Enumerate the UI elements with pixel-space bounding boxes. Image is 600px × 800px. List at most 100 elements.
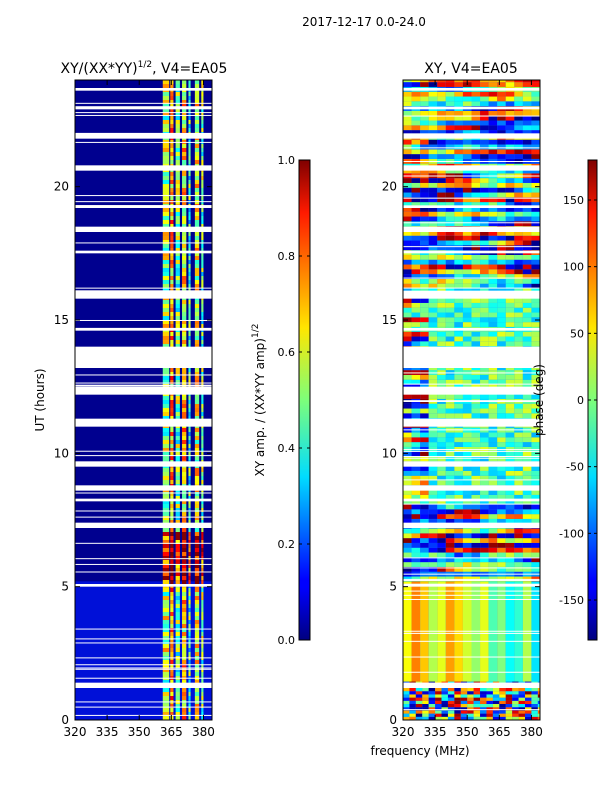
left-cell-1119 xyxy=(201,80,204,84)
left-cell-50 xyxy=(170,688,174,692)
right-cell-1108 xyxy=(505,331,515,337)
left-cell-488 xyxy=(194,440,200,444)
left-cell-651 xyxy=(162,344,170,348)
right-cell-1646 xyxy=(454,168,463,174)
left-cell-328 xyxy=(201,532,204,536)
right-thin-gap-2 xyxy=(403,457,540,459)
right-noise-low-24 xyxy=(454,716,461,720)
left-cell-597 xyxy=(175,376,180,380)
left-cell-157 xyxy=(182,628,187,632)
left-cell-731 xyxy=(182,300,187,304)
right-cell-850 xyxy=(488,408,498,414)
right-cell-1257 xyxy=(411,283,421,289)
right-cell-1505 xyxy=(480,211,489,217)
right-cell-1215 xyxy=(462,298,472,303)
left-cell-843 xyxy=(182,236,187,240)
right-cell-638 xyxy=(454,470,463,476)
right-cell-938 xyxy=(420,379,429,385)
left-thin-gap-35 xyxy=(75,319,212,321)
right-cell-1514 xyxy=(420,206,429,212)
right-cell-1329 xyxy=(480,264,489,270)
right-cell-1331 xyxy=(497,264,506,270)
left-thin-gap-21 xyxy=(75,374,212,376)
right-noise-low-128 xyxy=(415,700,423,704)
right-cell-1610 xyxy=(420,178,429,183)
right-noise-low-17 xyxy=(409,716,416,720)
left-cell-693 xyxy=(162,320,170,324)
right-band-0 xyxy=(403,581,412,683)
right-cell-1869 xyxy=(445,101,455,107)
left-cell-880 xyxy=(194,216,200,220)
x-tick-label-0-4: 380 xyxy=(192,725,215,739)
left-cell-202 xyxy=(201,604,204,608)
left-cell-22 xyxy=(170,704,174,708)
right-cell-1736 xyxy=(403,139,412,145)
right-cell-963 xyxy=(497,374,506,380)
right-cell-365 xyxy=(445,552,455,558)
left-cell-390 xyxy=(194,496,200,500)
right-noise-low-234 xyxy=(531,688,538,692)
left-cell-290 xyxy=(182,552,187,556)
right-cell-342 xyxy=(522,562,532,567)
right-cell-1801 xyxy=(411,120,421,126)
left-cell-435 xyxy=(170,468,174,472)
right-cell-960 xyxy=(471,374,481,380)
right-cell-939 xyxy=(428,379,438,385)
right-cell-372 xyxy=(505,552,515,558)
left-cell-602 xyxy=(162,372,170,376)
right-cell-697 xyxy=(411,451,421,457)
left-cell-986 xyxy=(201,156,204,160)
right-cell-1526 xyxy=(522,206,532,212)
left-cell-1090 xyxy=(194,96,200,100)
right-cell-347 xyxy=(428,557,438,563)
right-cell-1729 xyxy=(480,144,489,150)
right-cell-1070 xyxy=(454,341,463,347)
right-noise-low-185 xyxy=(499,694,506,698)
right-cell-1337 xyxy=(411,259,421,265)
left-cell-826 xyxy=(162,244,170,248)
right-cell-1844 xyxy=(505,110,515,116)
right-cell-511 xyxy=(462,509,472,515)
left-cell-706 xyxy=(201,316,204,320)
right-cell-1211 xyxy=(428,298,438,303)
right-cell-1530 xyxy=(420,202,429,207)
right-cell-1498 xyxy=(420,211,429,217)
left-cell-672 xyxy=(162,332,170,336)
right-cell-1866 xyxy=(420,101,429,107)
left-cell-1048 xyxy=(194,120,200,124)
left-cell-508 xyxy=(188,428,191,432)
right-noise-low-226 xyxy=(480,688,487,692)
right-cell-1218 xyxy=(488,298,498,303)
right-cell-1623 xyxy=(531,178,540,183)
right-noise-low-63 xyxy=(422,710,429,714)
left-cell-760 xyxy=(188,284,191,288)
left-cell-471 xyxy=(175,448,180,452)
left-cell-594 xyxy=(201,380,204,384)
left-cell-721 xyxy=(162,304,170,308)
right-cell-1274 xyxy=(420,278,429,284)
left-cell-268 xyxy=(175,564,180,568)
right-noise-low-118 xyxy=(492,704,500,708)
left-cell-1088 xyxy=(182,96,187,100)
right-cell-1900 xyxy=(437,91,446,97)
right-cell-768 xyxy=(471,432,481,438)
right-cell-891 xyxy=(428,394,438,399)
right-cell-1594 xyxy=(420,182,429,188)
right-cell-1796 xyxy=(505,125,515,131)
right-noise-low-143 xyxy=(512,700,519,704)
left-cell-527 xyxy=(175,416,180,420)
right-cell-1067 xyxy=(428,341,438,347)
right-noise-low-183 xyxy=(486,694,493,698)
right-cell-1828 xyxy=(505,115,515,121)
left-cell-1096 xyxy=(188,92,191,96)
right-cell-1575 xyxy=(531,192,540,198)
left-cell-55 xyxy=(201,688,204,692)
right-cell-1426 xyxy=(488,235,498,241)
left-cell-890 xyxy=(170,208,174,212)
right-cell-1164 xyxy=(437,312,446,318)
right-cell-1465 xyxy=(411,221,421,227)
left-cell-426 xyxy=(201,476,204,480)
left-cell-505 xyxy=(170,428,174,432)
left-cell-1078 xyxy=(162,100,170,104)
